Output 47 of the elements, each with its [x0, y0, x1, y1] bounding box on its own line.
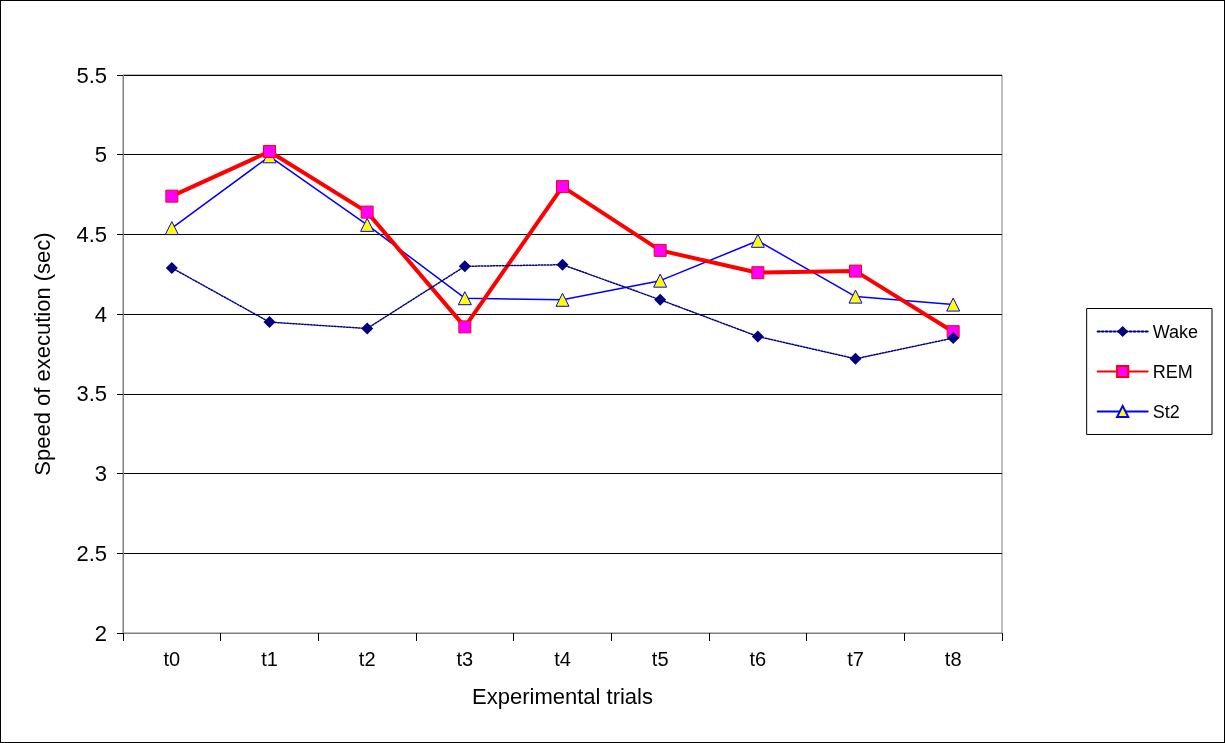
- legend-label: REM: [1152, 361, 1193, 382]
- point: [849, 352, 862, 365]
- point: [750, 233, 765, 248]
- x-axis-title: Experimental trials: [472, 683, 653, 709]
- point: [947, 332, 960, 345]
- point: [653, 273, 668, 288]
- y-axis-title: Speed of execution (sec): [29, 232, 55, 476]
- x-tick-label: t1: [261, 648, 278, 670]
- x-tick-label: t5: [651, 648, 669, 670]
- point: [556, 258, 569, 271]
- point: [849, 264, 862, 278]
- point: [751, 330, 764, 343]
- x-tick-label: t6: [749, 648, 767, 670]
- y-tick-label: 5: [94, 142, 107, 168]
- point: [555, 292, 570, 307]
- y-tick-label: 3.5: [76, 381, 107, 407]
- point: [848, 289, 863, 304]
- legend-label: St2: [1152, 401, 1180, 422]
- point: [263, 145, 276, 159]
- point: [556, 180, 569, 194]
- point: [263, 316, 276, 329]
- x-tick-label: t0: [163, 648, 181, 670]
- legend-label: Wake: [1152, 321, 1198, 342]
- point: [457, 291, 472, 306]
- point: [361, 322, 374, 335]
- x-tick-label: t2: [358, 648, 376, 670]
- y-tick-label: 3: [94, 461, 107, 487]
- y-tick-label: 2: [94, 620, 107, 646]
- y-tick-label: 4: [94, 301, 107, 327]
- x-tick-label: t3: [456, 648, 474, 670]
- point: [653, 243, 667, 257]
- x-tick-label: t8: [944, 648, 962, 670]
- point: [360, 217, 375, 232]
- point: [946, 297, 961, 312]
- point: [654, 293, 667, 306]
- point: [458, 320, 472, 334]
- point: [458, 260, 471, 273]
- x-tick-label: t4: [554, 648, 571, 670]
- point: [751, 266, 765, 280]
- point: [165, 189, 179, 203]
- y-tick-label: 5.5: [76, 62, 107, 88]
- point: [360, 205, 374, 219]
- y-tick-label: 2.5: [76, 540, 107, 566]
- point: [165, 261, 178, 274]
- x-tick-label: t7: [847, 648, 864, 670]
- y-tick-label: 4.5: [76, 221, 107, 247]
- point: [164, 221, 179, 236]
